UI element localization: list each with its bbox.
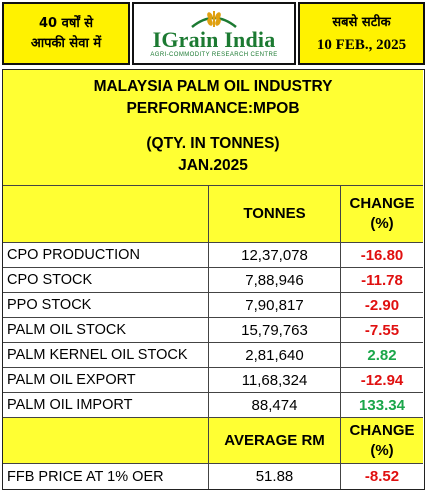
table-row: PPO STOCK 7,90,817 -2.90 xyxy=(3,293,423,318)
mpob-table: MALAYSIA PALM OIL INDUSTRY PERFORMANCE:M… xyxy=(2,69,425,490)
row-tonnes: 15,79,763 xyxy=(209,318,341,342)
table-row: PALM OIL IMPORT 88,474 133.34 xyxy=(3,393,423,418)
row-change: 2.82 xyxy=(367,346,397,364)
table-row: PALM OIL EXPORT 11,68,324 -12.94 xyxy=(3,368,423,393)
row-tonnes: 7,88,946 xyxy=(209,268,341,292)
title-line3: (QTY. IN TONNES) xyxy=(146,135,280,152)
price-header-change-line1: CHANGE xyxy=(349,421,415,439)
table-title: MALAYSIA PALM OIL INDUSTRY PERFORMANCE:M… xyxy=(3,70,423,186)
row-label: PPO STOCK xyxy=(3,293,209,317)
row-tonnes: 11,68,324 xyxy=(209,368,341,392)
brand-logo: IGrain India AGRI-COMMODITY RESEARCH CEN… xyxy=(132,2,296,65)
tagline-line2: आपकी सेवा में xyxy=(30,35,102,51)
price-header-change-line2: (%) xyxy=(370,441,394,459)
row-label: PALM KERNEL OIL STOCK xyxy=(3,343,209,367)
price-row: FFB PRICE AT 1% OER 51.88 -8.52 xyxy=(3,464,423,489)
row-label: PALM OIL EXPORT xyxy=(3,368,209,392)
price-change: -8.52 xyxy=(364,468,400,485)
title-line2: PERFORMANCE:MPOB xyxy=(126,100,300,117)
grain-logo-icon xyxy=(191,11,237,28)
row-label: PALM OIL IMPORT xyxy=(3,393,209,417)
row-label: PALM OIL STOCK xyxy=(3,318,209,342)
column-header-row: TONNES CHANGE (%) xyxy=(3,186,423,243)
row-change: 133.34 xyxy=(359,396,405,414)
table-row: CPO STOCK 7,88,946 -11.78 xyxy=(3,268,423,293)
price-header-empty-cell xyxy=(3,418,209,463)
row-change: -2.90 xyxy=(364,296,400,314)
row-label: CPO STOCK xyxy=(3,268,209,292)
table-row: CPO PRODUCTION 12,37,078 -16.80 xyxy=(3,243,423,268)
price-value: 51.88 xyxy=(209,464,341,489)
title-line4: JAN.2025 xyxy=(178,157,248,174)
row-tonnes: 88,474 xyxy=(209,393,341,417)
row-change: -11.78 xyxy=(361,271,403,289)
row-label: CPO PRODUCTION xyxy=(3,243,209,267)
price-header-change: CHANGE (%) xyxy=(341,418,423,463)
accuracy-label: सबसे सटीक xyxy=(332,14,391,30)
row-tonnes: 12,37,078 xyxy=(209,243,341,267)
row-change: -12.94 xyxy=(360,371,404,389)
row-tonnes: 7,90,817 xyxy=(209,293,341,317)
brand-name: IGrain India xyxy=(152,27,276,52)
header-band: 40 वर्षों से आपकी सेवा में IGrain India … xyxy=(0,0,427,67)
tagline-box: 40 वर्षों से आपकी सेवा में xyxy=(2,2,130,65)
date-box: सबसे सटीक 10 FEB., 2025 xyxy=(298,2,425,65)
title-line1: MALAYSIA PALM OIL INDUSTRY xyxy=(93,78,333,95)
row-change: -7.55 xyxy=(364,321,400,339)
header-tonnes: TONNES xyxy=(209,186,341,242)
header-average-rm: AVERAGE RM xyxy=(209,418,341,463)
table-row: PALM OIL STOCK 15,79,763 -7.55 xyxy=(3,318,423,343)
price-header-row: AVERAGE RM CHANGE (%) xyxy=(3,418,423,464)
header-change: CHANGE (%) xyxy=(341,186,423,242)
row-tonnes: 2,81,640 xyxy=(209,343,341,367)
header-change-line2: (%) xyxy=(370,215,394,232)
tagline-line1: 40 वर्षों से xyxy=(38,15,94,31)
brand-tagline: AGRI-COMMODITY RESEARCH CENTRE xyxy=(150,52,278,58)
table-row: PALM KERNEL OIL STOCK 2,81,640 2.82 xyxy=(3,343,423,368)
header-change-line1: CHANGE xyxy=(349,195,415,212)
report-date: 10 FEB., 2025 xyxy=(316,36,407,53)
price-label: FFB PRICE AT 1% OER xyxy=(3,464,209,489)
row-change: -16.80 xyxy=(360,246,404,264)
header-empty-cell xyxy=(3,186,209,242)
